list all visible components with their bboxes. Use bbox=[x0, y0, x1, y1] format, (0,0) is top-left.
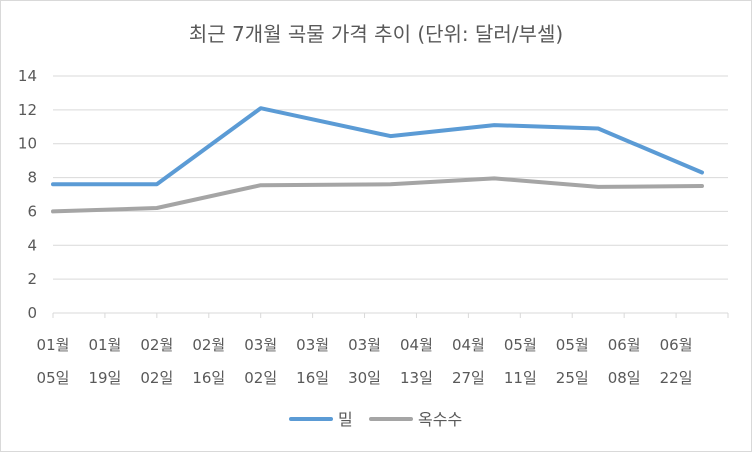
y-tick-label: 12 bbox=[18, 101, 37, 119]
x-tick-label: 04월 bbox=[400, 336, 433, 354]
y-tick-label: 14 bbox=[18, 67, 37, 85]
legend-label: 옥수수 bbox=[418, 410, 462, 429]
y-tick-label: 10 bbox=[18, 135, 37, 153]
x-tick-label: 13일 bbox=[400, 369, 433, 387]
x-tick-label: 06월 bbox=[608, 336, 641, 354]
legend-label: 밀 bbox=[338, 410, 353, 429]
x-tick-label: 02월 bbox=[140, 336, 173, 354]
y-tick-label: 8 bbox=[27, 169, 37, 187]
y-tick-label: 4 bbox=[27, 236, 37, 254]
x-tick-label: 05월 bbox=[504, 336, 537, 354]
x-tick-label: 30일 bbox=[348, 369, 381, 387]
series-line-1 bbox=[51, 176, 704, 214]
x-tick-label: 06월 bbox=[660, 336, 693, 354]
series-line-0 bbox=[51, 106, 704, 187]
x-tick-label: 25일 bbox=[556, 369, 589, 387]
x-tick-label: 02월 bbox=[192, 336, 225, 354]
x-tick-label: 03월 bbox=[296, 336, 329, 354]
x-tick-label: 11일 bbox=[504, 369, 537, 387]
x-tick-label: 27일 bbox=[452, 369, 485, 387]
x-tick-label: 22일 bbox=[660, 369, 693, 387]
x-tick-label: 03월 bbox=[348, 336, 381, 354]
x-tick-label: 05일 bbox=[37, 369, 70, 387]
x-tick-label: 05월 bbox=[556, 336, 589, 354]
x-tick-label: 01월 bbox=[88, 336, 121, 354]
axes: 0 2 4 6 8 10 12 14 01월 05일 01월 19일 02월 02일 02월 16일 03월 02… bbox=[18, 67, 729, 387]
x-tick-label: 08일 bbox=[608, 369, 641, 387]
x-tick-label: 16일 bbox=[192, 369, 225, 387]
gridlines bbox=[53, 75, 728, 280]
y-tick-label: 2 bbox=[27, 270, 37, 288]
y-tick-label: 0 bbox=[27, 304, 37, 322]
x-tick-label: 01월 bbox=[37, 336, 70, 354]
x-tick-label: 02일 bbox=[244, 369, 277, 387]
x-tick-label: 16일 bbox=[296, 369, 329, 387]
x-tick-label: 03월 bbox=[244, 336, 277, 354]
chart-title: 최근 7개월 곡물 가격 추이 (단위: 달러/부셀) bbox=[189, 22, 563, 46]
legend: 밀 옥수수 bbox=[289, 410, 462, 429]
x-tick-label: 04월 bbox=[452, 336, 485, 354]
x-tick-label: 19일 bbox=[88, 369, 121, 387]
series-lines bbox=[51, 106, 704, 214]
y-tick-label: 6 bbox=[27, 202, 37, 220]
x-tick-label: 02일 bbox=[140, 369, 173, 387]
